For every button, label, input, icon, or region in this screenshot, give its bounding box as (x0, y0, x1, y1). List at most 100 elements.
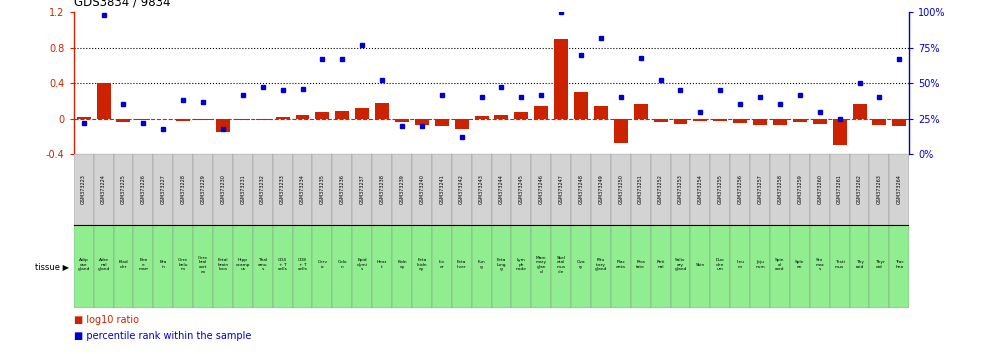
Text: Hipp
ocamp
us: Hipp ocamp us (236, 258, 250, 271)
Bar (693, 119, 708, 121)
Bar (275, 117, 290, 119)
FancyBboxPatch shape (373, 225, 392, 308)
FancyBboxPatch shape (253, 225, 272, 308)
Text: CD8
+ T
cells: CD8 + T cells (298, 258, 308, 271)
Bar (77, 117, 90, 119)
FancyBboxPatch shape (631, 225, 651, 308)
Text: Cere
bral
cort
ex: Cere bral cort ex (198, 256, 208, 274)
FancyBboxPatch shape (253, 154, 272, 225)
Text: GSM373251: GSM373251 (638, 175, 643, 204)
FancyBboxPatch shape (134, 225, 153, 308)
Text: GSM373223: GSM373223 (82, 175, 87, 204)
Bar (395, 119, 409, 122)
FancyBboxPatch shape (352, 154, 373, 225)
FancyBboxPatch shape (651, 225, 670, 308)
Text: Fun
g: Fun g (478, 261, 486, 269)
Text: GSM373263: GSM373263 (877, 175, 882, 204)
FancyBboxPatch shape (392, 154, 412, 225)
Text: GSM373243: GSM373243 (479, 175, 484, 204)
Bar (535, 106, 549, 119)
FancyBboxPatch shape (890, 154, 909, 225)
FancyBboxPatch shape (193, 154, 213, 225)
FancyBboxPatch shape (332, 225, 352, 308)
FancyBboxPatch shape (332, 154, 352, 225)
FancyBboxPatch shape (849, 154, 870, 225)
FancyBboxPatch shape (233, 154, 253, 225)
FancyBboxPatch shape (472, 225, 492, 308)
Text: GSM373234: GSM373234 (300, 175, 305, 204)
FancyBboxPatch shape (113, 154, 134, 225)
FancyBboxPatch shape (412, 225, 432, 308)
Text: Plac
enta: Plac enta (616, 261, 626, 269)
Text: Feta
lkidn
ey: Feta lkidn ey (417, 258, 428, 271)
Bar (714, 119, 727, 121)
Bar (654, 119, 667, 122)
Text: GSM373244: GSM373244 (499, 175, 504, 204)
Text: Ova
ry: Ova ry (577, 261, 585, 269)
Bar (355, 108, 370, 119)
Text: GSM373246: GSM373246 (539, 175, 544, 204)
FancyBboxPatch shape (750, 154, 770, 225)
Text: Duo
den
um: Duo den um (716, 258, 724, 271)
Text: GSM373239: GSM373239 (399, 175, 404, 204)
Text: GSM373258: GSM373258 (778, 175, 782, 204)
FancyBboxPatch shape (313, 225, 332, 308)
Bar (316, 113, 329, 119)
FancyBboxPatch shape (74, 154, 93, 225)
FancyBboxPatch shape (591, 154, 610, 225)
Bar (296, 115, 310, 119)
Bar (613, 119, 628, 143)
Bar (773, 119, 787, 125)
FancyBboxPatch shape (770, 154, 790, 225)
FancyBboxPatch shape (213, 154, 233, 225)
Text: Bra
in: Bra in (159, 261, 167, 269)
Text: GSM373256: GSM373256 (737, 175, 743, 204)
FancyBboxPatch shape (153, 225, 173, 308)
FancyBboxPatch shape (610, 225, 631, 308)
Text: GSM373224: GSM373224 (101, 175, 106, 204)
Bar (196, 119, 210, 120)
Text: Reti
nal: Reti nal (657, 261, 665, 269)
Text: Sto
mac
s: Sto mac s (815, 258, 825, 271)
Text: GSM373247: GSM373247 (558, 175, 563, 204)
FancyBboxPatch shape (531, 154, 551, 225)
Text: GSM373254: GSM373254 (698, 175, 703, 204)
FancyBboxPatch shape (293, 154, 313, 225)
Text: Kidn
ey: Kidn ey (397, 261, 407, 269)
Bar (117, 119, 131, 122)
Text: Pitu
itary
gland: Pitu itary gland (595, 258, 607, 271)
FancyBboxPatch shape (830, 154, 849, 225)
Text: Sple
en: Sple en (795, 261, 805, 269)
Text: Skel
etal
mus
cle: Skel etal mus cle (556, 256, 565, 274)
Bar (833, 119, 846, 145)
FancyBboxPatch shape (293, 225, 313, 308)
Text: GSM373259: GSM373259 (797, 175, 802, 204)
FancyBboxPatch shape (392, 225, 412, 308)
FancyBboxPatch shape (870, 225, 890, 308)
Text: GSM373257: GSM373257 (758, 175, 763, 204)
FancyBboxPatch shape (551, 154, 571, 225)
Bar (335, 110, 349, 119)
FancyBboxPatch shape (730, 154, 750, 225)
Text: GSM373232: GSM373232 (260, 175, 265, 204)
Text: Trac
hea: Trac hea (895, 261, 903, 269)
FancyBboxPatch shape (452, 225, 472, 308)
Bar (733, 119, 747, 123)
Text: Thy
roid: Thy roid (855, 261, 864, 269)
Text: Spin
al
cord: Spin al cord (776, 258, 784, 271)
Text: Testi
mus: Testi mus (835, 261, 844, 269)
Text: Cere
belu
m: Cere belu m (178, 258, 188, 271)
Bar (852, 103, 866, 119)
Text: GSM373261: GSM373261 (838, 175, 842, 204)
FancyBboxPatch shape (571, 225, 591, 308)
FancyBboxPatch shape (890, 225, 909, 308)
Text: GSM373228: GSM373228 (181, 175, 186, 204)
FancyBboxPatch shape (313, 154, 332, 225)
Text: Colo
n: Colo n (337, 261, 347, 269)
FancyBboxPatch shape (750, 225, 770, 308)
Text: GSM373229: GSM373229 (201, 175, 205, 204)
Bar (415, 119, 429, 125)
FancyBboxPatch shape (134, 154, 153, 225)
FancyBboxPatch shape (173, 225, 193, 308)
FancyBboxPatch shape (531, 225, 551, 308)
